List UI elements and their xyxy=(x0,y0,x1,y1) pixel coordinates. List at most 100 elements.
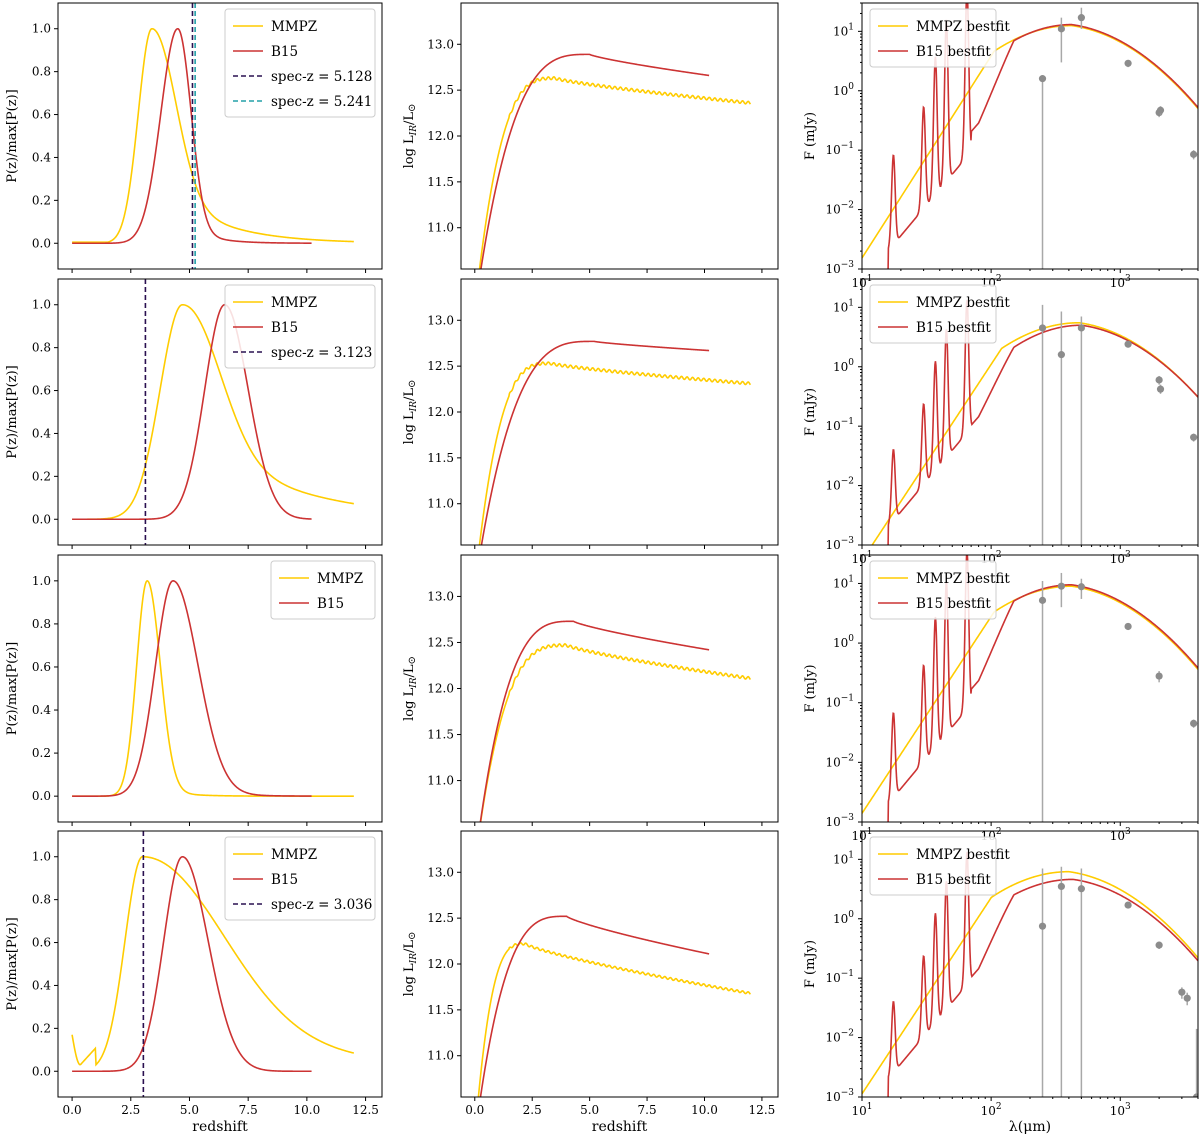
y-tick-label: 10−3 xyxy=(825,813,854,829)
b15-series-line xyxy=(72,855,312,1073)
y-tick-label: 11.0 xyxy=(427,221,454,235)
y-tick-label: 13.0 xyxy=(427,865,454,879)
y-tick-label: 11.0 xyxy=(427,774,454,788)
plot-area xyxy=(72,279,354,545)
legend-label: MMPZ bestfit xyxy=(916,19,1010,35)
axes-middle-row3: 11.0 11.5 12.0 12.5 13.0 log LIR/L⊙ xyxy=(402,554,779,826)
x-tick-label: 101 xyxy=(851,1102,872,1118)
legend-label: B15 bestfit xyxy=(916,320,991,336)
y-tick-label: 12.0 xyxy=(427,682,454,696)
y-tick-label: 11.0 xyxy=(427,497,454,511)
data-point xyxy=(1124,340,1132,348)
axes-left-row4: 0.0 0.2 0.4 0.6 0.8 1.0 0.0 2.5 5.0 7.5 10.0 12.5 P(… xyxy=(5,830,383,1135)
y-tick-label: 10−2 xyxy=(825,1029,854,1045)
data-point xyxy=(1190,719,1198,728)
b15-series-line xyxy=(480,53,710,269)
x-tick-label: 5.0 xyxy=(580,1103,599,1117)
y-tick-label: 0.4 xyxy=(32,978,51,992)
y-tick-label: 12.0 xyxy=(427,405,454,419)
y-axis-label: log LIR/L⊙ xyxy=(402,380,419,445)
plot-area xyxy=(72,3,354,269)
y-tick-label: 0.2 xyxy=(32,746,51,760)
y-tick-label: 0.4 xyxy=(32,703,51,717)
mmpz-series-line xyxy=(871,321,1198,545)
legend-frame xyxy=(869,560,997,620)
plot-area xyxy=(871,299,1198,545)
legend-frame xyxy=(270,560,376,620)
y-tick-label: 0.0 xyxy=(32,512,51,526)
x-tick-label: 2.5 xyxy=(523,1103,542,1117)
data-point xyxy=(1057,582,1065,590)
legend-label: B15 bestfit xyxy=(916,872,991,888)
data-point xyxy=(1038,596,1047,604)
y-tick-label: 12.5 xyxy=(427,359,454,373)
legend-frame xyxy=(224,836,376,921)
data-point xyxy=(1038,324,1047,332)
b15-series-line xyxy=(72,580,312,797)
y-tick-label: 10−1 xyxy=(825,694,854,710)
x-axis-label: λ(μm) xyxy=(1009,1119,1051,1135)
y-tick-label: 11.5 xyxy=(427,1003,454,1017)
legend-label: MMPZ xyxy=(271,19,317,35)
y-tick-label: 12.5 xyxy=(427,635,454,649)
legend-label: MMPZ xyxy=(271,295,317,311)
y-tick-label: 0.0 xyxy=(32,236,51,250)
data-point xyxy=(1156,385,1165,393)
b15-series-line xyxy=(887,555,1198,822)
legend-label: spec-z = 5.241 xyxy=(271,94,372,110)
data-point xyxy=(1124,622,1132,631)
b15-series-line xyxy=(887,299,1198,545)
y-tick-label: 10−2 xyxy=(825,753,854,769)
data-point xyxy=(1155,672,1163,680)
x-tick-label: 103 xyxy=(1110,827,1131,843)
y-tick-label: 0.6 xyxy=(32,660,51,674)
legend-label: B15 xyxy=(271,320,298,336)
y-tick-label: 12.0 xyxy=(427,957,454,971)
y-tick-label: 10−2 xyxy=(825,477,854,493)
b15-series-line xyxy=(479,915,710,1097)
legend-label: B15 xyxy=(271,872,298,888)
data-point xyxy=(1077,14,1085,22)
x-tick-label: 0.0 xyxy=(63,1103,82,1117)
y-axis-label: log LIR/L⊙ xyxy=(402,932,419,997)
data-point xyxy=(1057,882,1065,891)
axes-left-row2: 0.0 0.2 0.4 0.6 0.8 1.0 P(z)/max[P(z)] MMPZ B15 s… xyxy=(5,278,383,549)
data-point xyxy=(1178,988,1186,996)
x-tick-label: 10.0 xyxy=(294,1103,321,1117)
axes-middle-row2: 11.0 11.5 12.0 12.5 13.0 log LIR/L⊙ xyxy=(402,278,779,549)
axes-frame xyxy=(460,278,779,546)
data-point xyxy=(1156,106,1165,114)
y-tick-label: 0.8 xyxy=(32,893,51,907)
data-point xyxy=(1155,376,1163,384)
y-axis-label: P(z)/max[P(z)] xyxy=(5,642,20,735)
b15-series-line xyxy=(480,340,710,545)
mmpz-series-line xyxy=(72,27,354,243)
data-point xyxy=(1124,901,1132,909)
y-tick-label: 0.6 xyxy=(32,936,51,950)
axes-middle-row1: 11.0 11.5 12.0 12.5 13.0 log LIR/L⊙ xyxy=(402,2,779,273)
x-tick-label: 102 xyxy=(981,1102,1002,1118)
y-axis-label: P(z)/max[P(z)] xyxy=(5,917,20,1010)
y-tick-label: 0.4 xyxy=(32,426,51,440)
y-axis-label: P(z)/max[P(z)] xyxy=(5,365,20,458)
axes-left-row3: 0.0 0.2 0.4 0.6 0.8 1.0 P(z)/max[P(z)] MMPZ B15 xyxy=(5,554,383,826)
legend-label: B15 bestfit xyxy=(916,596,991,612)
plot-area xyxy=(478,53,752,269)
y-tick-label: 13.0 xyxy=(427,589,454,603)
legend-label: MMPZ xyxy=(317,571,363,587)
legend: MMPZ B15 spec-z = 5.128 spec-z = 5.241 xyxy=(224,8,376,118)
x-tick-label: 12.5 xyxy=(352,1103,379,1117)
y-tick-label: 11.0 xyxy=(427,1049,454,1063)
y-tick-label: 0.0 xyxy=(32,789,51,803)
legend: MMPZ bestfit B15 bestfit xyxy=(869,836,1010,896)
x-tick-label: 5.0 xyxy=(180,1103,199,1117)
y-tick-label: 11.5 xyxy=(427,175,454,189)
b15-series-line xyxy=(479,620,710,822)
y-axis-label: F (mJy) xyxy=(803,940,818,988)
data-point xyxy=(1038,922,1047,930)
y-tick-label: 0.8 xyxy=(32,65,51,79)
